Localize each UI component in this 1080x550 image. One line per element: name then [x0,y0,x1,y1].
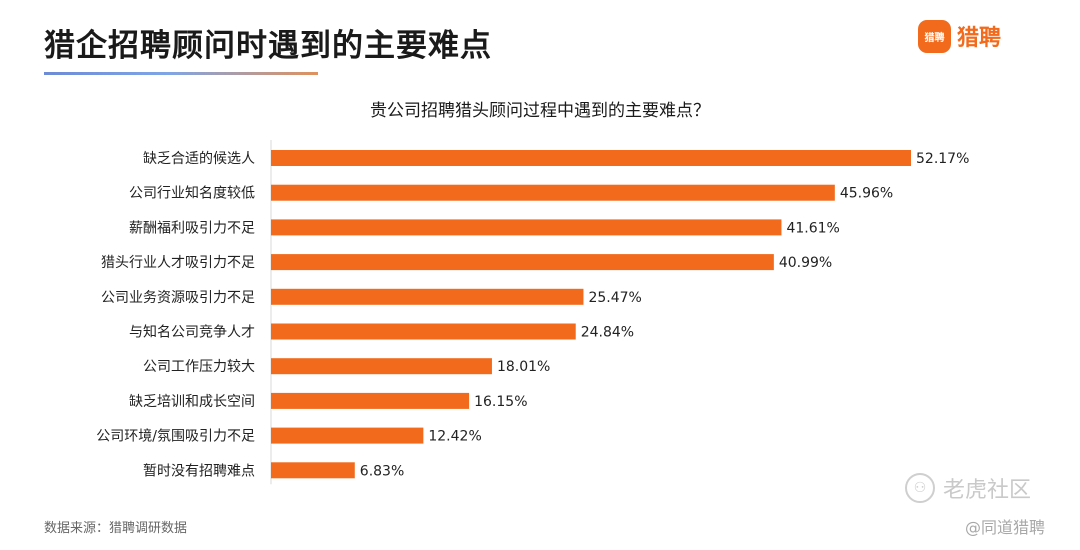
value-label: 40.99% [779,255,832,271]
value-label: 41.61% [786,220,839,236]
value-label: 25.47% [588,290,641,306]
bar [271,392,470,409]
bar [271,427,424,444]
bar [271,358,492,375]
value-label: 16.15% [474,394,527,410]
brand-logo-group: 猎聘 猎聘 [918,18,1001,54]
category-label: 暂时没有招聘难点 [143,463,255,479]
category-label: 公司工作压力较大 [143,359,255,375]
bar [271,150,911,166]
bar [271,184,835,201]
bar [271,323,576,340]
bar-chart: 缺乏合适的候选人 52.17% 公司行业知名度较低 45.96% 薪酬福利吸引力不足 41… [96,140,969,485]
tiger-paw-icon: ⚇ [905,473,935,503]
value-label: 12.42% [428,429,481,445]
category-label: 缺乏培训和成长空间 [129,394,255,410]
value-label: 24.84% [581,325,634,341]
bar [271,219,782,236]
title-underline [44,72,318,75]
category-label: 公司环境/氛围吸引力不足 [96,429,255,445]
value-label: 18.01% [497,359,550,375]
watermark-text-primary: 老虎社区 [943,478,1032,503]
value-label: 6.83% [360,463,404,479]
bar [271,288,584,305]
category-label: 薪酬福利吸引力不足 [129,220,255,236]
category-label: 公司业务资源吸引力不足 [101,290,255,306]
value-label: 52.17% [916,151,969,167]
liepin-logo-icon: 猎聘 [918,19,951,53]
watermark-text-secondary: @同道猎聘 [965,518,1046,537]
bar [271,254,774,271]
brand-name: 猎聘 [957,26,1002,51]
value-label: 45.96% [840,186,893,202]
category-label: 与知名公司竞争人才 [129,324,255,341]
bar [271,462,355,479]
category-label: 公司行业知名度较低 [129,185,255,202]
page-title: 猎企招聘顾问时遇到的主要难点 [44,28,492,64]
category-label: 缺乏合适的候选人 [143,151,255,167]
watermark-laohu: ⚇ 老虎社区 [905,472,1031,504]
data-source: 数据来源：猎聘调研数据 [44,521,188,536]
category-label: 猎头行业人才吸引力不足 [101,255,255,271]
chart-title: 贵公司招聘猎头顾问过程中遇到的主要难点？ [370,101,710,121]
